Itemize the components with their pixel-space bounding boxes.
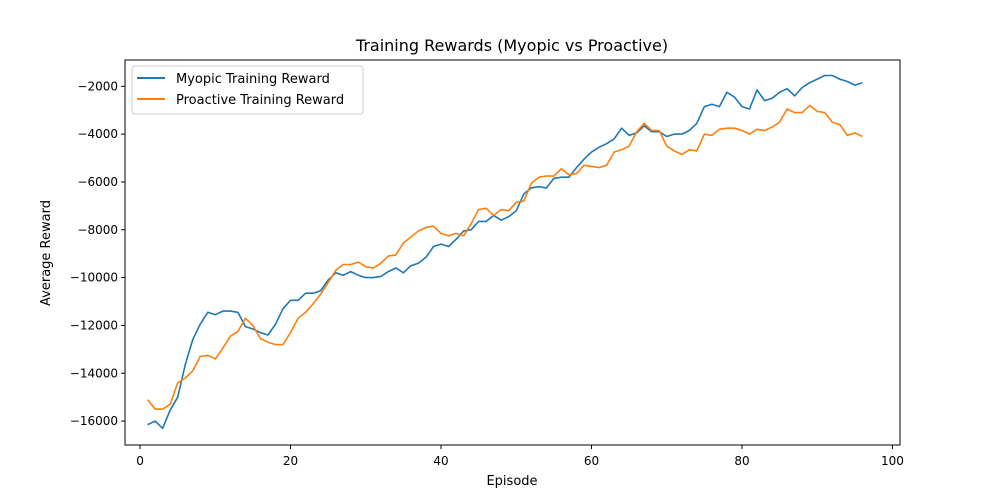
y-axis-label: Average Reward [39, 200, 54, 306]
y-tick-label: −8000 [77, 223, 118, 237]
x-tick-label: 40 [433, 454, 448, 468]
legend: Myopic Training Reward Proactive Trainin… [131, 65, 364, 115]
legend-label-myopic: Myopic Training Reward [176, 72, 330, 87]
series-line-proactive-training-reward [146, 104, 863, 410]
y-tick-label: −2000 [77, 79, 118, 93]
y-tick-label: −4000 [77, 127, 118, 141]
plot-area [124, 59, 901, 446]
legend-label-proactive: Proactive Training Reward [176, 93, 344, 108]
y-tick-label: −10000 [70, 271, 118, 285]
legend-box [131, 65, 364, 115]
y-axis: −16000 −14000 −12000 −10000 −8000 −6000 −4000 −… [70, 79, 125, 428]
x-tick-label: 80 [734, 454, 749, 468]
y-tick-label: −16000 [70, 414, 118, 428]
x-tick-label: 20 [283, 454, 298, 468]
x-tick-label: 60 [584, 454, 599, 468]
y-tick-label: −14000 [70, 366, 118, 380]
y-tick-label: −12000 [70, 318, 118, 332]
x-tick-label: 0 [136, 454, 144, 468]
x-axis: 0 20 40 60 80 100 [136, 445, 904, 468]
series-line-myopic-training-reward [147, 74, 863, 430]
series-lines [146, 74, 863, 430]
x-tick-label: 100 [881, 454, 904, 468]
chart-title: Training Rewards (Myopic vs Proactive) [355, 36, 668, 55]
y-tick-label: −6000 [77, 175, 118, 189]
x-axis-label: Episode [486, 474, 537, 489]
